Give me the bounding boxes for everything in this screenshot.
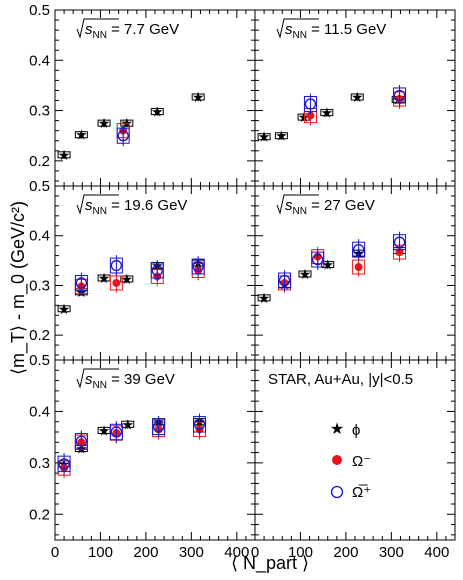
phi-point: ★ [98,115,111,131]
antiomega-point [312,253,324,266]
legend-antiomega-marker [330,485,344,499]
legend-header: STAR, Au+Au, |y|<0.5 [268,371,413,388]
energy-label: sNN = 7.7 GeV [85,21,179,41]
phi-point: ★ [275,128,288,144]
antiomega-point [117,130,129,142]
x-tick-label: 200 [333,544,358,561]
omega-point [354,263,363,272]
axis-ticks [54,9,456,540]
antiomega-point [192,260,204,273]
y-tick-label: 0.5 [29,352,50,369]
phi-point: ★ [151,104,164,120]
y-tick-label: 0.2 [29,327,50,344]
y-tick-label: 0.4 [29,52,50,69]
x-tick-label: 0 [251,544,259,561]
sqrt-sign [276,18,319,39]
x-tick-label: 300 [179,544,204,561]
y-tick-label: 0.5 [29,178,50,195]
phi-point: ★ [192,89,205,105]
legend-phi-label: ϕ [352,422,360,439]
antiomega-point [278,274,291,287]
axis-tick-labels: 0.2 0.3 0.4 0.5 sNN = 7.7 GeV sNN = 11.5 GeV 0… [29,2,449,561]
y-tick-label: 0.4 [29,403,50,420]
x-tick-label: 0 [51,544,59,561]
x-tick-label: 200 [133,544,158,561]
phi-point: ★ [121,416,134,432]
antiomega-point [352,243,365,256]
phi-point: ★ [351,89,364,105]
antiomega-point [75,277,88,289]
sqrt-sign [76,18,119,39]
sqrt-sign [76,194,119,215]
phi-point: ★ [258,129,271,145]
phi-point: ★ [121,271,134,287]
y-tick-label: 0.5 [29,2,50,19]
x-tick-label: 100 [288,544,313,561]
phi-point: ★ [98,270,111,286]
x-tick-label: 400 [424,544,449,561]
y-axis-title: ⟨m_T⟩ - m_0 (GeV/c²) [8,201,29,375]
phi-point: ★ [321,257,334,273]
antiomega-point [393,89,406,102]
data-marks: ★★★★★★★★★★★★★★★★★★★★★★★★★★★★★★ [57,84,407,479]
phi-point: ★ [299,266,312,282]
y-tick-label: 0.3 [29,277,50,294]
antiomega-point [304,98,317,110]
x-tick-label: 100 [88,544,113,561]
antiomega-point [152,421,165,433]
y-tick-label: 0.2 [29,506,50,523]
x-axis-title: ⟨ N_part ⟩ [231,553,309,574]
phi-point: ★ [75,127,88,143]
phi-point: ★ [58,301,71,317]
antiomega-point [393,236,406,248]
antiomega-point [110,426,123,438]
energy-label: sNN = 27 GeV [285,197,375,217]
legend-omega-marker [332,455,342,465]
x-tick-label: 400 [224,544,249,561]
legend: ★ ϕ Ω⁻ Ω̅⁺ [330,421,371,501]
legend-omega-label: Ω⁻ [352,453,371,470]
y-tick-label: 0.2 [29,153,50,170]
x-tick-label: 300 [379,544,404,561]
omega-point [112,278,121,287]
energy-label: sNN = 19.6 GeV [85,197,187,217]
y-tick-label: 0.3 [29,455,50,472]
omega-point [306,111,315,120]
antiomega-point [193,418,206,430]
legend-phi-marker: ★ [330,421,344,438]
phi-point: ★ [321,105,334,121]
energy-label: sNN = 39 GeV [85,371,175,391]
antiomega-point [75,435,88,447]
y-tick-label: 0.3 [29,103,50,120]
legend-antiomega-label: Ω̅⁺ [352,484,371,501]
phi-point: ★ [258,290,271,306]
y-tick-label: 0.4 [29,228,50,245]
antiomega-point [151,264,163,277]
sqrt-sign [76,368,119,389]
antiomega-point [58,458,70,470]
energy-label: sNN = 11.5 GeV [285,21,386,41]
phi-point: ★ [98,422,111,438]
antiomega-point [110,259,123,272]
sqrt-sign [276,194,319,215]
phi-point: ★ [58,147,71,163]
